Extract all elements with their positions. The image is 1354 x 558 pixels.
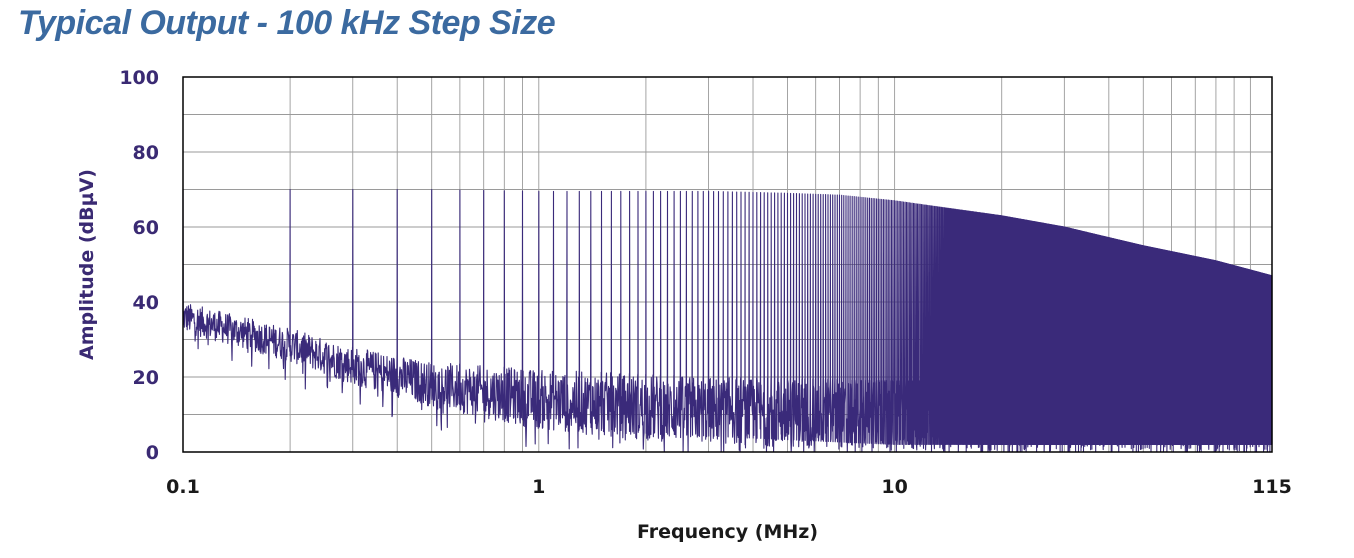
y-tick-label: 60 xyxy=(133,217,159,239)
y-tick-label: 100 xyxy=(119,67,159,89)
y-tick-label: 20 xyxy=(133,367,159,389)
x-tick-label: 10 xyxy=(881,476,907,498)
plot-frame xyxy=(182,76,1273,453)
x-tick-label: 115 xyxy=(1252,476,1292,498)
y-tick-label: 40 xyxy=(133,292,159,314)
y-axis-label: Amplitude (dBµV) xyxy=(76,169,98,360)
series-line xyxy=(182,188,1273,453)
chart-title: Typical Output - 100 kHz Step Size xyxy=(18,4,556,42)
plot-area xyxy=(182,188,1273,453)
x-tick-labels: 0.1 1 10 115 xyxy=(166,476,1292,498)
y-tick-labels: 0 20 40 60 80 100 xyxy=(119,67,159,464)
x-tick-label: 0.1 xyxy=(166,476,200,498)
y-tick-label: 80 xyxy=(133,142,159,164)
x-axis-label: Frequency (MHz) xyxy=(637,521,818,543)
y-tick-label: 0 xyxy=(146,442,159,464)
x-tick-label: 1 xyxy=(532,476,545,498)
